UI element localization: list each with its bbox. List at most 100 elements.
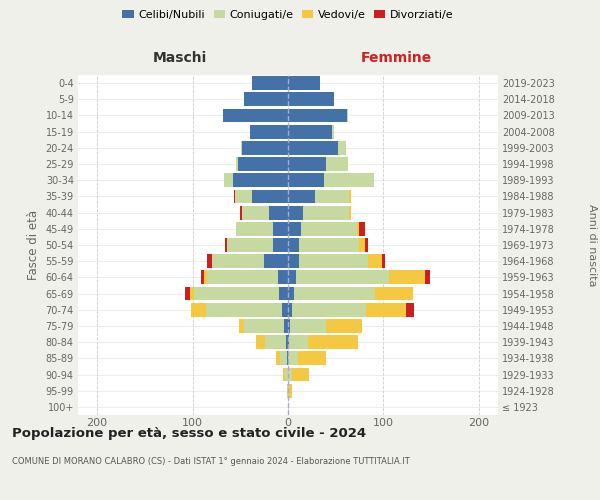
Bar: [308, 336, 358, 349]
Bar: [233, 174, 288, 187]
Bar: [303, 206, 349, 220]
Bar: [288, 238, 299, 252]
Bar: [282, 303, 288, 316]
Bar: [288, 222, 301, 235]
Bar: [286, 336, 288, 349]
Bar: [288, 286, 294, 300]
Bar: [285, 368, 288, 382]
Bar: [244, 92, 288, 106]
Bar: [191, 303, 206, 316]
Bar: [273, 238, 288, 252]
Bar: [194, 286, 280, 300]
Bar: [288, 190, 315, 203]
Bar: [288, 92, 334, 106]
Bar: [315, 190, 349, 203]
Bar: [288, 352, 298, 365]
Bar: [298, 352, 326, 365]
Bar: [256, 336, 265, 349]
Bar: [185, 286, 190, 300]
Bar: [287, 384, 288, 398]
Bar: [227, 238, 273, 252]
Bar: [357, 222, 359, 235]
Bar: [250, 125, 288, 138]
Bar: [294, 286, 375, 300]
Bar: [375, 286, 413, 300]
Bar: [235, 190, 252, 203]
Bar: [288, 254, 299, 268]
Text: Femmine: Femmine: [361, 51, 431, 65]
Bar: [212, 254, 264, 268]
Bar: [347, 108, 348, 122]
Bar: [252, 76, 288, 90]
Text: Popolazione per età, sesso e stato civile - 2024: Popolazione per età, sesso e stato civil…: [12, 428, 366, 440]
Text: Anni di nascita: Anni di nascita: [587, 204, 597, 286]
Bar: [242, 141, 288, 154]
Bar: [280, 352, 287, 365]
Bar: [389, 270, 425, 284]
Bar: [324, 174, 374, 187]
Bar: [278, 270, 288, 284]
Bar: [264, 254, 288, 268]
Bar: [288, 384, 289, 398]
Bar: [204, 270, 207, 284]
Bar: [269, 206, 288, 220]
Bar: [338, 141, 346, 154]
Bar: [288, 336, 289, 349]
Bar: [368, 254, 382, 268]
Bar: [225, 238, 227, 252]
Bar: [290, 319, 326, 333]
Bar: [275, 352, 280, 365]
Bar: [292, 303, 366, 316]
Bar: [240, 206, 242, 220]
Bar: [239, 319, 244, 333]
Bar: [296, 270, 389, 284]
Bar: [299, 254, 368, 268]
Bar: [288, 319, 290, 333]
Bar: [288, 125, 332, 138]
Bar: [365, 238, 368, 252]
Bar: [207, 270, 278, 284]
Bar: [236, 222, 273, 235]
Bar: [382, 254, 385, 268]
Bar: [238, 157, 288, 171]
Bar: [201, 270, 204, 284]
Bar: [326, 157, 348, 171]
Bar: [241, 141, 242, 154]
Bar: [235, 157, 238, 171]
Bar: [190, 286, 193, 300]
Bar: [224, 174, 233, 187]
Bar: [252, 190, 288, 203]
Bar: [284, 319, 288, 333]
Bar: [359, 222, 365, 235]
Bar: [349, 206, 351, 220]
Bar: [244, 319, 284, 333]
Bar: [326, 319, 362, 333]
Bar: [242, 206, 269, 220]
Bar: [265, 336, 286, 349]
Legend: Celibi/Nubili, Coniugati/e, Vedovi/e, Divorziati/e: Celibi/Nubili, Coniugati/e, Vedovi/e, Di…: [118, 6, 458, 25]
Bar: [288, 141, 338, 154]
Bar: [289, 384, 292, 398]
Bar: [289, 336, 308, 349]
Bar: [207, 254, 212, 268]
Bar: [288, 108, 347, 122]
Bar: [280, 286, 288, 300]
Bar: [299, 238, 359, 252]
Bar: [288, 76, 320, 90]
Bar: [223, 108, 288, 122]
Bar: [288, 270, 296, 284]
Y-axis label: Fasce di età: Fasce di età: [27, 210, 40, 280]
Bar: [359, 238, 365, 252]
Bar: [301, 222, 357, 235]
Bar: [332, 125, 334, 138]
Bar: [288, 157, 326, 171]
Bar: [292, 368, 309, 382]
Bar: [366, 303, 406, 316]
Text: COMUNE DI MORANO CALABRO (CS) - Dati ISTAT 1° gennaio 2024 - Elaborazione TUTTIT: COMUNE DI MORANO CALABRO (CS) - Dati IST…: [12, 458, 410, 466]
Bar: [273, 222, 288, 235]
Bar: [287, 352, 288, 365]
Bar: [206, 303, 282, 316]
Bar: [233, 190, 235, 203]
Bar: [288, 206, 303, 220]
Bar: [283, 368, 285, 382]
